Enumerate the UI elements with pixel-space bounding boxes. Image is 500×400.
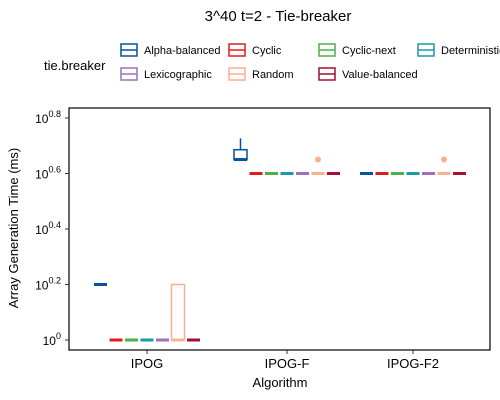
legend-item-cyclic-next: Cyclic-next (318, 43, 396, 57)
legend-item-lexicographic: Lexicographic (120, 67, 212, 81)
y-axis-label: Array Generation Time (ms) (6, 148, 21, 308)
legend-label: Deterministic (441, 45, 500, 57)
legend-item-deterministic: Deterministic (417, 43, 500, 57)
legend-title: tie.breaker (44, 58, 106, 73)
y-tick-label: 100.6 (35, 165, 61, 182)
legend: Alpha-balanced Cyclic Cyclic-next Determini… (120, 43, 500, 81)
x-tick-label: IPOG-F (265, 356, 310, 371)
outlier-point (441, 156, 447, 163)
y-tick-label: 100.2 (35, 275, 61, 292)
legend-label: Cyclic (252, 45, 282, 57)
legend-label: Lexicographic (144, 69, 212, 81)
legend-label: Cyclic-next (342, 45, 396, 57)
legend-item-random: Random (228, 67, 294, 81)
plot-border (68, 107, 491, 351)
legend-item-cyclic: Cyclic (228, 43, 282, 57)
y-tick-label: 100 (43, 331, 61, 348)
box-random-ipog (170, 283, 186, 342)
chart-title: 3^40 t=2 - Tie-breaker (205, 8, 352, 25)
x-tick-label: IPOG-F2 (387, 356, 439, 371)
box (170, 283, 186, 341)
x-axis-label: Algorithm (253, 375, 308, 390)
legend-label: Random (252, 69, 294, 81)
legend-label: Value-balanced (342, 69, 418, 81)
plot-area (68, 107, 491, 351)
outlier-point (315, 156, 321, 163)
legend-item-alpha-balanced: Alpha-balanced (120, 43, 220, 57)
box-alpha-balanced-ipog-f (233, 138, 248, 162)
x-axis: IPOG IPOG-F IPOG-F2 (131, 350, 439, 371)
y-tick-label: 100.8 (35, 109, 61, 126)
y-tick-label: 100.4 (35, 220, 61, 237)
box-random-ipog-f2 (437, 156, 451, 176)
x-tick-label: IPOG (131, 356, 164, 371)
y-axis: 100 100.2 100.4 100.6 100.8 (35, 109, 69, 348)
legend-item-value-balanced: Value-balanced (318, 67, 418, 81)
legend-label: Alpha-balanced (144, 45, 220, 57)
box-random-ipog-f (311, 156, 325, 176)
